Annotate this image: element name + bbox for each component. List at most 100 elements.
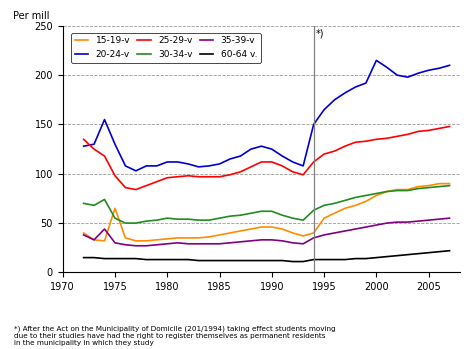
60-64 v. <box>279 259 285 263</box>
20-24-v <box>352 85 358 89</box>
60-64 v. <box>394 253 400 258</box>
60-64 v. <box>154 258 160 262</box>
35-39-v <box>164 242 170 246</box>
15-19-v <box>373 193 379 198</box>
15-19-v <box>321 216 327 220</box>
30-34-v <box>384 190 389 194</box>
35-39-v <box>363 225 369 229</box>
60-64 v. <box>217 259 222 263</box>
20-24-v <box>436 66 442 70</box>
20-24-v <box>102 118 107 122</box>
35-39-v <box>436 217 442 221</box>
20-24-v <box>123 164 128 168</box>
25-29-v <box>363 139 369 143</box>
20-24-v <box>217 162 222 166</box>
25-29-v <box>311 160 316 164</box>
35-39-v <box>279 239 285 243</box>
20-24-v <box>321 107 327 112</box>
Line: 25-29-v: 25-29-v <box>84 126 449 190</box>
Line: 60-64 v.: 60-64 v. <box>84 251 449 261</box>
15-19-v <box>332 211 337 215</box>
30-34-v <box>196 218 201 222</box>
35-39-v <box>258 238 264 242</box>
60-64 v. <box>238 259 243 263</box>
25-29-v <box>91 147 97 151</box>
20-24-v <box>373 58 379 62</box>
25-29-v <box>206 174 212 179</box>
20-24-v <box>415 71 421 75</box>
30-34-v <box>279 213 285 217</box>
35-39-v <box>206 242 212 246</box>
20-24-v <box>112 142 118 146</box>
15-19-v <box>102 239 107 243</box>
15-19-v <box>143 239 149 243</box>
Text: *) After the Act on the Municipality of Domicile (201/1994) taking effect studen: *) After the Act on the Municipality of … <box>14 325 336 346</box>
Legend: 15-19-v, 20-24-v, 25-29-v, 30-34-v, 35-39-v, 60-64 v.: 15-19-v, 20-24-v, 25-29-v, 30-34-v, 35-3… <box>71 33 261 62</box>
60-64 v. <box>311 258 316 262</box>
20-24-v <box>311 122 316 127</box>
35-39-v <box>185 242 191 246</box>
25-29-v <box>405 132 410 136</box>
20-24-v <box>185 162 191 166</box>
60-64 v. <box>227 259 233 263</box>
25-29-v <box>446 124 452 128</box>
60-64 v. <box>373 255 379 260</box>
25-29-v <box>269 160 275 164</box>
15-19-v <box>436 181 442 186</box>
Y-axis label: Per mill: Per mill <box>13 11 49 21</box>
60-64 v. <box>133 257 139 261</box>
25-29-v <box>321 152 327 156</box>
35-39-v <box>112 241 118 245</box>
25-29-v <box>415 129 421 133</box>
35-39-v <box>133 244 139 248</box>
20-24-v <box>143 164 149 168</box>
60-64 v. <box>206 259 212 263</box>
30-34-v <box>143 219 149 223</box>
Line: 30-34-v: 30-34-v <box>84 186 449 223</box>
30-34-v <box>123 221 128 225</box>
15-19-v <box>384 190 389 194</box>
15-19-v <box>81 231 86 235</box>
25-29-v <box>196 174 201 179</box>
20-24-v <box>290 160 295 164</box>
25-29-v <box>394 134 400 139</box>
15-19-v <box>123 236 128 240</box>
20-24-v <box>269 147 275 151</box>
25-29-v <box>164 176 170 180</box>
25-29-v <box>258 160 264 164</box>
35-39-v <box>415 219 421 223</box>
35-39-v <box>102 227 107 231</box>
20-24-v <box>81 144 86 148</box>
20-24-v <box>446 63 452 67</box>
30-34-v <box>102 197 107 201</box>
60-64 v. <box>248 259 254 263</box>
20-24-v <box>91 142 97 146</box>
30-34-v <box>436 185 442 189</box>
60-64 v. <box>384 254 389 259</box>
30-34-v <box>394 188 400 193</box>
35-39-v <box>91 238 97 242</box>
30-34-v <box>373 191 379 195</box>
20-24-v <box>342 91 348 95</box>
15-19-v <box>363 199 369 203</box>
30-34-v <box>290 216 295 220</box>
60-64 v. <box>185 258 191 262</box>
35-39-v <box>123 243 128 247</box>
35-39-v <box>143 244 149 248</box>
30-34-v <box>175 217 180 221</box>
60-64 v. <box>269 259 275 263</box>
35-39-v <box>238 240 243 244</box>
15-19-v <box>300 234 306 238</box>
15-19-v <box>196 236 201 240</box>
30-34-v <box>415 186 421 191</box>
20-24-v <box>426 68 431 72</box>
60-64 v. <box>143 258 149 262</box>
35-39-v <box>300 242 306 246</box>
25-29-v <box>352 140 358 144</box>
25-29-v <box>154 180 160 184</box>
60-64 v. <box>300 259 306 263</box>
60-64 v. <box>102 257 107 261</box>
30-34-v <box>446 184 452 188</box>
35-39-v <box>311 236 316 240</box>
20-24-v <box>164 160 170 164</box>
